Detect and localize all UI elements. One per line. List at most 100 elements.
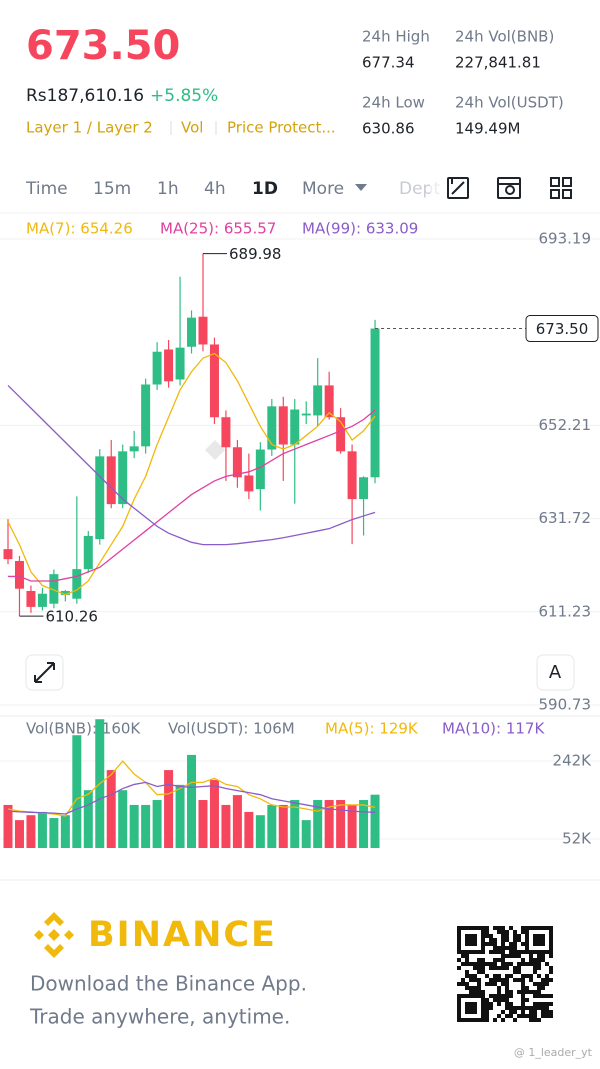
qr-cell <box>533 1014 537 1018</box>
volume-bar <box>72 735 82 848</box>
qr-cell <box>485 942 489 946</box>
toolbar-icons[interactable] <box>447 177 572 199</box>
qr-cell <box>489 966 493 970</box>
qr-cell <box>505 990 509 994</box>
qr-cell <box>509 1014 513 1018</box>
qr-cell <box>493 950 497 954</box>
qr-cell <box>533 990 537 994</box>
qr-cell <box>545 1014 549 1018</box>
candle-body <box>255 449 265 490</box>
qr-cell <box>513 942 517 946</box>
qr-cell <box>497 930 501 934</box>
qr-cell <box>521 982 525 986</box>
volume-bar <box>370 794 380 848</box>
qr-cell <box>513 946 517 950</box>
tab[interactable]: More <box>302 179 344 199</box>
qr-cell <box>509 926 513 930</box>
qr-cell <box>477 958 481 962</box>
volume-chart: 242K 52K Vol(BNB): 160K Vol(USDT): 106M MA(5… <box>0 715 600 848</box>
qr-cell <box>549 978 553 982</box>
auto-button[interactable] <box>536 654 575 691</box>
qr-cell <box>541 1010 545 1014</box>
qr-cell <box>493 938 497 942</box>
qr-cell <box>517 978 521 982</box>
legend-entry: Vol(USDT): 106M <box>168 720 295 738</box>
qr-cell <box>521 930 525 934</box>
stat-value: 677.34 <box>362 54 415 72</box>
qr-cell <box>485 1010 489 1014</box>
stat-label: 24h Low <box>362 94 425 112</box>
candle-body <box>26 590 36 607</box>
y-tick-label: 52K <box>562 829 592 847</box>
qr-cell <box>497 986 501 990</box>
tag[interactable]: Price Protect... <box>227 119 336 137</box>
qr-cell <box>517 950 521 954</box>
qr-cell <box>505 1006 509 1010</box>
qr-cell <box>481 962 485 966</box>
qr-cell <box>545 1002 549 1006</box>
qr-cell <box>461 978 465 982</box>
ma-line <box>7 384 376 546</box>
qr-cell <box>513 1006 517 1010</box>
qr-cell <box>509 950 513 954</box>
qr-cell <box>545 982 549 986</box>
qr-cell <box>521 1002 525 1006</box>
qr-cell <box>525 962 529 966</box>
qr-cell <box>509 942 513 946</box>
qr-cell <box>461 982 465 986</box>
legend-entry: MA(99): 633.09 <box>302 220 418 238</box>
qr-cell <box>485 1002 489 1006</box>
qr-cell <box>521 942 525 946</box>
qr-cell <box>533 958 537 962</box>
qr-cell <box>485 926 489 930</box>
tab[interactable]: 15m <box>93 179 131 199</box>
qr-cell <box>505 954 509 958</box>
qr-cell <box>517 1006 521 1010</box>
tag[interactable]: Layer 1 / Layer 2 <box>26 119 153 137</box>
candle-body <box>37 593 47 607</box>
qr-cell <box>489 938 493 942</box>
qr-cell <box>501 934 505 938</box>
volume-bar <box>152 800 162 848</box>
fade <box>430 165 450 210</box>
volume-bar <box>198 800 208 848</box>
qr-cell <box>529 958 533 962</box>
tag[interactable]: Vol <box>181 119 203 137</box>
qr-cell <box>533 970 537 974</box>
qr-cell <box>517 954 521 958</box>
qr-cell <box>501 954 505 958</box>
qr-cell <box>485 974 489 978</box>
qr-cell <box>545 1006 549 1010</box>
volume-bar <box>324 800 334 848</box>
stat-label: 24h Vol(BNB) <box>455 28 554 46</box>
tab-active[interactable]: 1D <box>252 179 278 199</box>
qr-cell <box>513 1018 517 1022</box>
volume-bar <box>106 770 116 848</box>
qr-cell <box>497 990 501 994</box>
tab[interactable]: 1h <box>157 179 179 199</box>
qr-cell <box>501 978 505 982</box>
volume-bar <box>244 811 254 848</box>
tab[interactable]: Time <box>25 179 68 199</box>
qr-cell <box>521 1014 525 1018</box>
qr-cell <box>521 958 525 962</box>
tab[interactable]: 4h <box>204 179 226 199</box>
qr-cell <box>505 934 509 938</box>
qr-cell <box>549 970 553 974</box>
qr-finder <box>525 926 553 954</box>
qr-cell <box>525 990 529 994</box>
qr-cell <box>465 958 469 962</box>
qr-cell <box>517 962 521 966</box>
qr-cell <box>537 1006 541 1010</box>
qr-cell <box>545 1010 549 1014</box>
ma-line <box>8 409 376 582</box>
qr-cell <box>509 974 513 978</box>
qr-cell <box>545 962 549 966</box>
qr-cell <box>497 998 501 1002</box>
qr-cell <box>493 958 497 962</box>
volume-bar <box>347 804 357 848</box>
qr-cell <box>537 990 541 994</box>
brand: BINANCE <box>88 915 277 955</box>
qr-cell <box>541 1014 545 1018</box>
qr-cell <box>501 958 505 962</box>
